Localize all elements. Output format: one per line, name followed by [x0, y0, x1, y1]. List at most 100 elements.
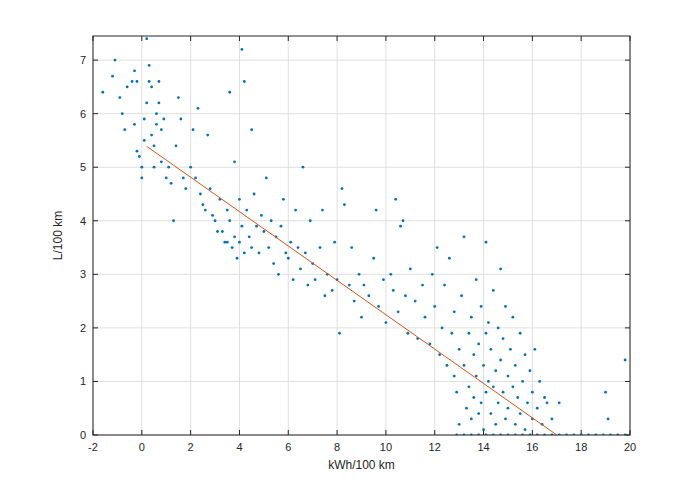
point	[153, 144, 156, 147]
point	[294, 209, 297, 212]
point	[209, 187, 212, 190]
point	[243, 80, 246, 83]
point	[133, 123, 136, 126]
point	[414, 300, 417, 303]
tick-label: 0	[139, 441, 145, 453]
point	[458, 348, 461, 351]
tick-label: 1	[80, 375, 86, 387]
point	[333, 241, 336, 244]
point	[487, 380, 490, 383]
grid-line	[239, 36, 240, 435]
point	[287, 257, 290, 260]
point	[543, 396, 546, 399]
tick-mark	[93, 60, 98, 61]
point	[309, 219, 312, 222]
tick-label: 2	[80, 322, 86, 334]
point	[160, 128, 163, 131]
point	[155, 112, 158, 115]
grid-line	[93, 381, 630, 382]
tick-mark	[337, 430, 338, 435]
point	[162, 118, 165, 121]
point	[199, 193, 202, 196]
point	[507, 375, 510, 378]
point	[443, 284, 446, 287]
point	[258, 252, 261, 255]
point	[306, 284, 309, 287]
point	[114, 59, 117, 62]
point	[140, 166, 143, 169]
point	[477, 412, 480, 415]
tick-mark	[93, 220, 98, 221]
tick-label: -2	[88, 441, 98, 453]
point	[433, 305, 436, 308]
tick-label: 10	[380, 441, 392, 453]
point	[389, 273, 392, 276]
point	[331, 289, 334, 292]
grid-line	[93, 60, 630, 61]
tick-label: 6	[80, 108, 86, 120]
tick-mark	[434, 430, 435, 435]
point	[260, 214, 263, 217]
point	[214, 219, 217, 222]
point	[348, 284, 351, 287]
point	[424, 316, 427, 319]
point	[133, 69, 136, 72]
tick-mark	[93, 113, 98, 114]
point	[240, 225, 243, 228]
point	[250, 246, 253, 249]
tick-labels: -20246810121416182001234567	[80, 54, 636, 453]
point	[455, 391, 458, 394]
point	[480, 305, 483, 308]
point	[245, 209, 248, 212]
point	[458, 423, 461, 426]
point	[182, 177, 185, 180]
tick-mark	[483, 36, 484, 41]
point	[143, 139, 146, 142]
point	[480, 401, 483, 404]
tick-mark	[93, 167, 98, 168]
point	[511, 385, 514, 388]
plot-area	[93, 36, 630, 435]
point	[470, 418, 473, 421]
point	[485, 332, 488, 335]
point	[460, 294, 463, 297]
grid-line	[288, 36, 289, 435]
point	[453, 310, 456, 313]
point	[167, 166, 170, 169]
point	[494, 369, 497, 372]
point	[265, 177, 268, 180]
point	[123, 128, 126, 131]
point	[477, 343, 480, 346]
point	[489, 412, 492, 415]
tick-mark	[625, 167, 630, 168]
point	[126, 85, 129, 88]
point	[360, 316, 363, 319]
point	[441, 326, 444, 329]
point	[531, 391, 534, 394]
point	[397, 310, 400, 313]
point	[524, 428, 527, 431]
point	[436, 246, 439, 249]
point	[216, 230, 219, 233]
point	[533, 348, 536, 351]
tick-label: 14	[477, 441, 489, 453]
point	[485, 241, 488, 244]
grid-line	[93, 167, 630, 168]
point	[509, 348, 512, 351]
point	[392, 289, 395, 292]
point	[521, 380, 524, 383]
point	[502, 391, 505, 394]
grid-line	[93, 220, 630, 221]
point	[160, 160, 163, 163]
point	[468, 332, 471, 335]
point	[170, 182, 173, 185]
point	[236, 257, 239, 260]
tick-mark	[625, 220, 630, 221]
point	[192, 128, 195, 131]
point	[238, 198, 241, 201]
point	[165, 177, 168, 180]
tick-mark	[288, 430, 289, 435]
point	[223, 241, 226, 244]
point	[494, 423, 497, 426]
point	[158, 102, 161, 105]
